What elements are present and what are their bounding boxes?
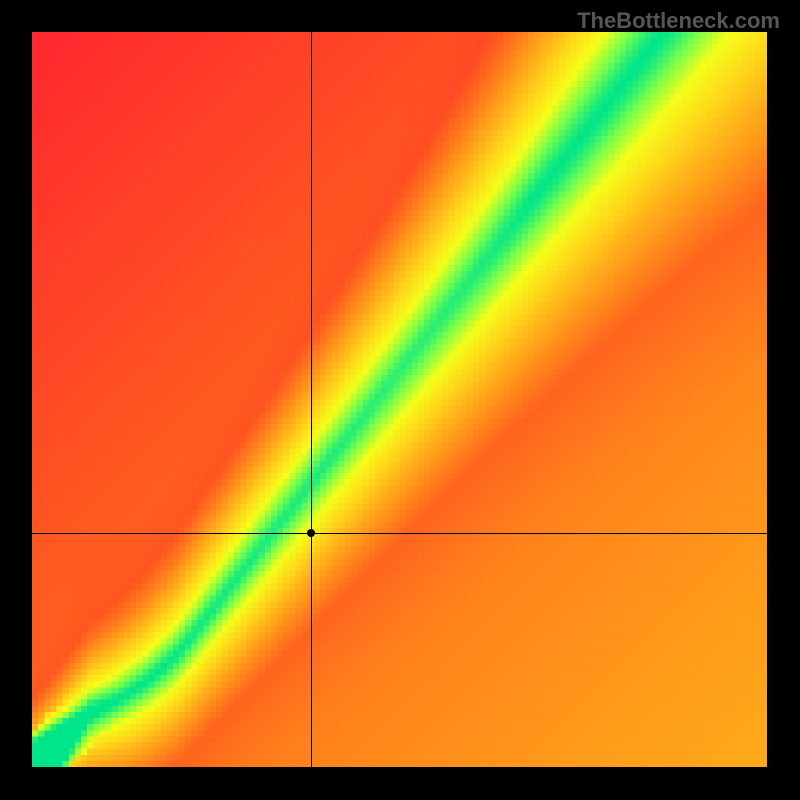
plot-area: [32, 32, 767, 767]
crosshair-dot: [307, 529, 315, 537]
crosshair-horizontal: [32, 533, 767, 534]
chart-frame: { "source_watermark": { "text": "TheBott…: [0, 0, 800, 800]
crosshair-vertical: [311, 32, 312, 767]
bottleneck-heatmap: [32, 32, 767, 767]
watermark-text: TheBottleneck.com: [577, 8, 780, 34]
